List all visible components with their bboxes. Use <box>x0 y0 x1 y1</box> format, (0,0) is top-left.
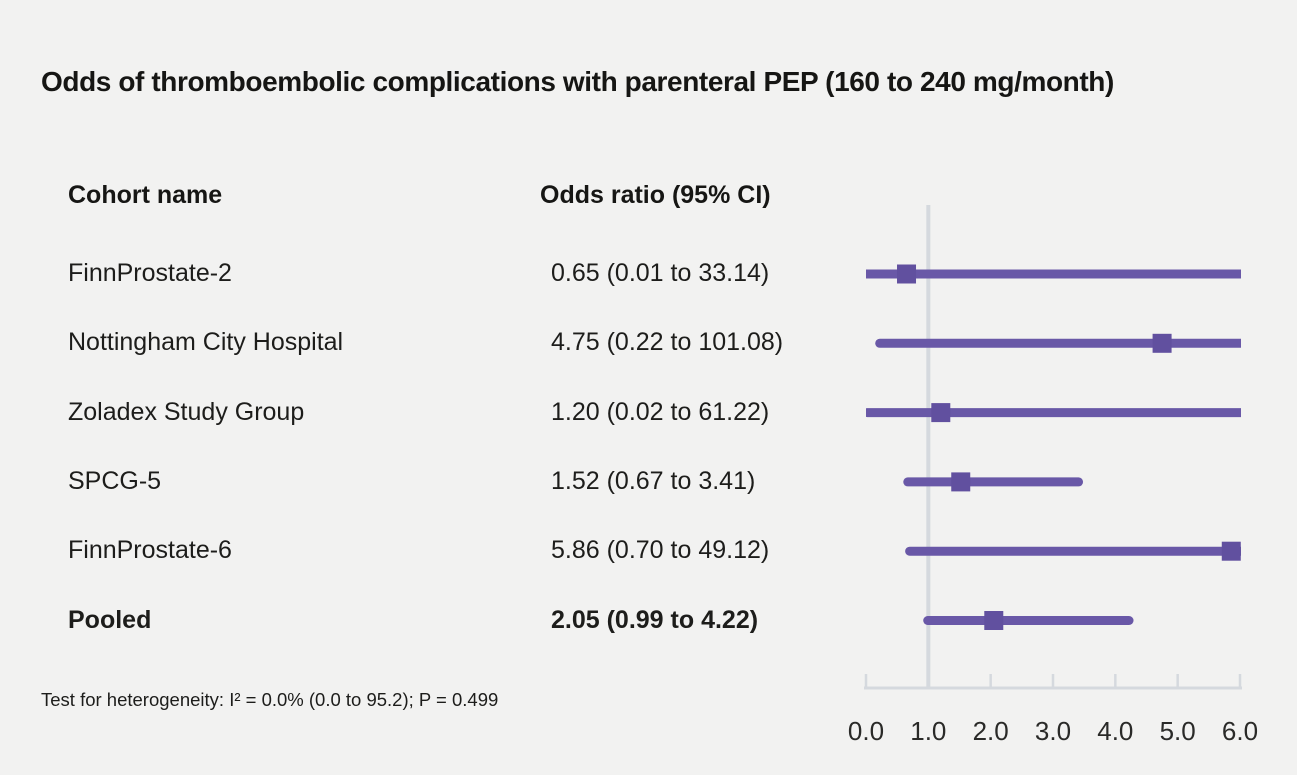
odds-ratio-marker <box>951 472 971 492</box>
odds-ratio-value: 5.86 (0.70 to 49.12) <box>551 536 770 565</box>
odds-ratio-marker <box>984 611 1004 630</box>
heterogeneity-footnote: Test for heterogeneity: I² = 0.0% (0.0 t… <box>41 689 499 710</box>
odds-ratio-value: 0.65 (0.01 to 33.14) <box>551 259 770 287</box>
column-header-odds-ratio: Odds ratio (95% CI) <box>540 181 771 209</box>
odds-ratio-marker <box>1152 333 1172 353</box>
cohort-name: FinnProstate-6 <box>68 536 232 565</box>
x-axis-tick-label: 1.0 <box>910 716 946 746</box>
odds-ratio-marker <box>1221 541 1241 561</box>
x-axis-tick-label: 2.0 <box>973 716 1009 746</box>
odds-ratio-value: 1.20 (0.02 to 61.22) <box>551 397 770 426</box>
x-axis-tick-label: 6.0 <box>1222 716 1258 746</box>
cohort-name: Pooled <box>68 605 152 634</box>
cohort-name: Zoladex Study Group <box>68 397 305 426</box>
chart-title: Odds of thromboembolic complications wit… <box>41 66 1114 97</box>
odds-ratio-value: 1.52 (0.67 to 3.41) <box>551 466 756 495</box>
cohort-name: Nottingham City Hospital <box>68 328 344 357</box>
x-axis-tick-label: 5.0 <box>1160 716 1196 746</box>
x-axis-tick-label: 4.0 <box>1097 716 1133 746</box>
odds-ratio-marker <box>931 403 951 423</box>
odds-ratio-value: 2.05 (0.99 to 4.22) <box>551 605 759 634</box>
cohort-name: FinnProstate-2 <box>68 259 232 287</box>
x-axis-tick-label: 3.0 <box>1035 716 1071 746</box>
x-axis-tick-label: 0.0 <box>848 716 884 746</box>
cohort-name: SPCG-5 <box>68 466 162 495</box>
odds-ratio-marker <box>897 264 917 284</box>
odds-ratio-value: 4.75 (0.22 to 101.08) <box>551 328 784 357</box>
column-header-cohort-name: Cohort name <box>68 181 223 209</box>
ci-layer <box>866 264 1241 630</box>
